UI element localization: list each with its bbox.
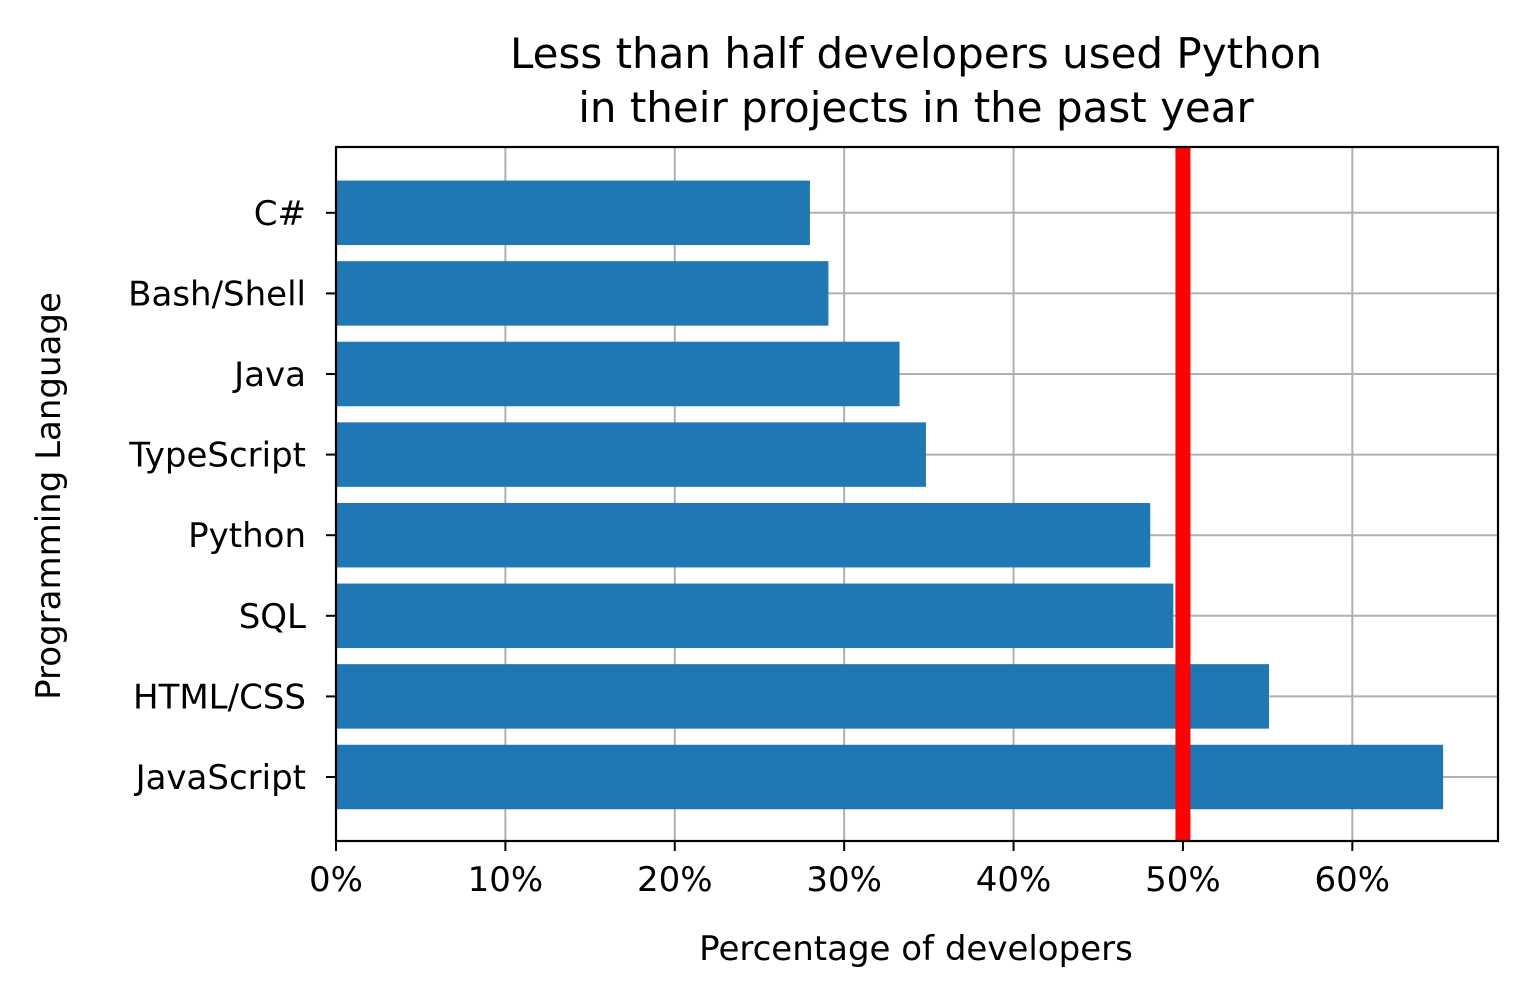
y-tick-label: C#	[254, 194, 306, 234]
y-tick-label: TypeScript	[128, 436, 306, 476]
y-tick-label: SQL	[239, 597, 306, 637]
x-tick-label: 20%	[637, 860, 713, 900]
x-tick-label: 10%	[468, 860, 544, 900]
y-tick-label: JavaScript	[134, 758, 306, 798]
x-axis-title: Percentage of developers	[699, 929, 1133, 969]
y-tick-label: Python	[188, 516, 306, 556]
y-axis-title: Programming Language	[29, 292, 69, 700]
bar-c-	[336, 180, 810, 246]
y-tick-label: HTML/CSS	[133, 677, 306, 717]
chart-title-line-2: in their projects in the past year	[578, 83, 1254, 132]
bar-typescript	[336, 422, 926, 487]
bars	[336, 180, 1444, 810]
bar-java	[336, 341, 900, 407]
bar-html-css	[336, 664, 1269, 729]
y-tick-label: Bash/Shell	[128, 274, 306, 314]
plot-frame	[334, 145, 1500, 843]
bar-bash-shell	[336, 261, 829, 326]
x-axis-ticks: 0% 10% 20% 30% 40% 50% 60%	[309, 841, 1390, 900]
y-axis-ticks: JavaScript HTML/CSS SQL Python TypeScript Jav…	[128, 194, 336, 798]
x-tick-label: 40%	[976, 860, 1052, 900]
y-tick-label: Java	[232, 355, 306, 395]
x-tick-label: 50%	[1145, 860, 1221, 900]
x-tick-label: 0%	[309, 860, 363, 900]
bar-python	[336, 502, 1151, 568]
bar-javascript	[336, 744, 1444, 810]
x-tick-label: 60%	[1315, 860, 1391, 900]
x-tick-label: 30%	[806, 860, 882, 900]
bar-sql	[336, 583, 1174, 649]
chart-title-line-1: Less than half developers used Python	[510, 29, 1322, 78]
